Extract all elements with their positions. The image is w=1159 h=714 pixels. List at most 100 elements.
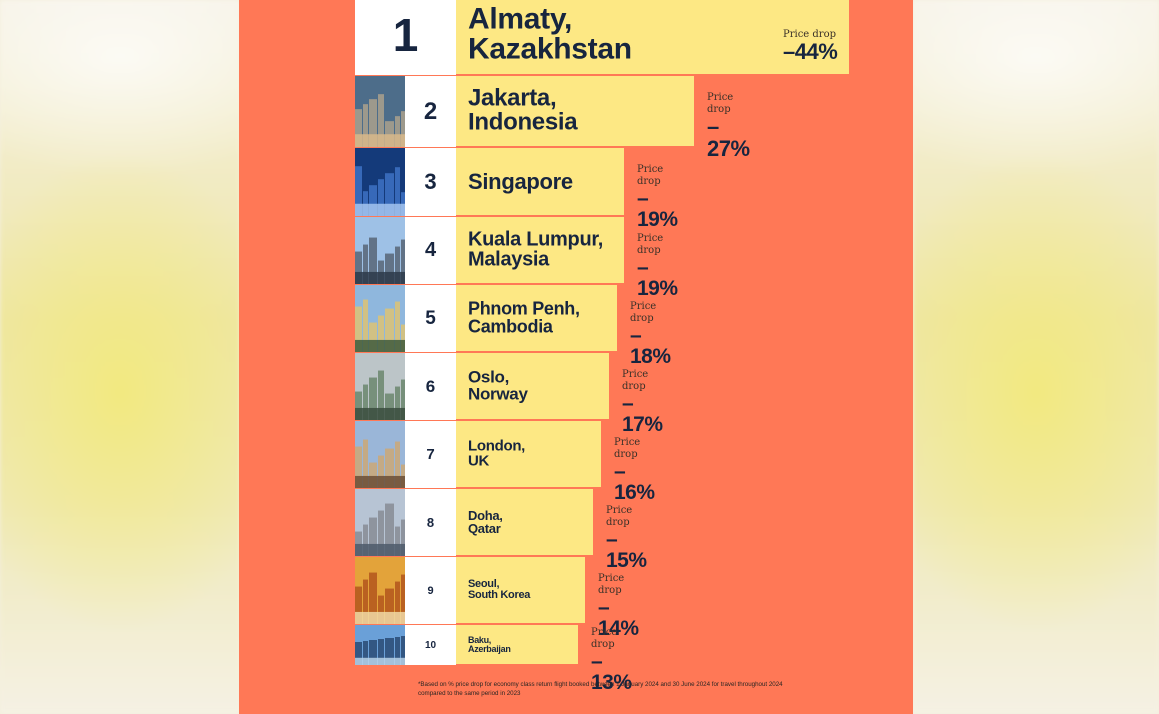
destination-label-line: Phnom Penh, [468, 298, 580, 319]
destination-label: London, UK [468, 437, 526, 469]
price-drop-value: –14% [598, 596, 639, 640]
destination-label: Phnom Penh, Cambodia [468, 298, 580, 337]
price-drop-value: –27% [707, 114, 750, 161]
price-drop-caption: Price drop [637, 233, 664, 256]
rank-number: 4 [405, 217, 456, 284]
rank-number: 1 [355, 0, 456, 75]
price-drop-annotation: Price drop –15% [606, 505, 647, 571]
chart-row: 5 Phnom Penh, Cambodia Price drop –18% [355, 285, 671, 367]
phnom-penh-palace-photo-icon [355, 285, 405, 352]
destination-label-line: Almaty, [468, 1, 573, 35]
price-drop-bar: Jakarta, Indonesia [456, 76, 694, 147]
chart-row: 8 Doha, Qatar Price drop –15% [355, 489, 647, 571]
price-drop-annotation: Price drop –19% [637, 164, 678, 230]
singapore-marina-photo-icon [355, 148, 405, 216]
destination-label-line: Seoul, [468, 577, 500, 590]
price-drop-annotation: Price drop –14% [598, 573, 639, 639]
price-drop-caption: Price drop [630, 301, 657, 324]
price-drop-caption: Price drop [637, 164, 664, 187]
destination-label: Singapore [468, 168, 573, 194]
destination-label-line: Cambodia [468, 317, 553, 337]
price-drop-bar: Oslo, Norway [456, 353, 609, 420]
blurred-background-left [0, 0, 240, 714]
price-drop-caption: Price drop [598, 573, 625, 596]
price-drop-bar: Singapore [456, 148, 624, 216]
rank-number: 6 [405, 353, 456, 420]
destination-label-line: Norway [468, 385, 528, 404]
price-drop-bar: Kuala Lumpur, Malaysia [456, 217, 624, 284]
price-drop-caption: Price drop [614, 437, 641, 460]
price-drop-value: –44% [783, 39, 838, 64]
destination-label-line: Azerbaijan [468, 643, 511, 654]
destination-label: Oslo, Norway [468, 367, 528, 404]
price-drop-annotation: Price drop –18% [630, 301, 671, 367]
price-drop-bar: Seoul, South Korea [456, 557, 585, 624]
footnote: *Based on % price drop for economy class… [418, 681, 783, 697]
destination-label-line: Baku, [468, 634, 492, 645]
destination-label-line: Kazakhstan [468, 32, 632, 66]
price-drop-bar: Baku, Azerbaijan [456, 625, 578, 665]
chart-row: 7 London, UK Price drop –16% [355, 421, 655, 503]
london-street-photo-icon [355, 421, 405, 488]
price-drop-bar: Phnom Penh, Cambodia [456, 285, 617, 352]
blurred-background-right [913, 0, 1159, 714]
rank-number: 7 [405, 421, 456, 488]
price-drop-caption: Price drop [707, 92, 734, 115]
price-drop-value: –19% [637, 256, 678, 300]
destination-label: Almaty, Kazakhstan [468, 1, 632, 66]
destination-label-line: South Korea [468, 589, 531, 601]
rank-number: 8 [405, 489, 456, 556]
price-drop-annotation: Price drop –19% [637, 233, 678, 299]
kuala-lumpur-skyline-photo-icon [355, 217, 405, 284]
seoul-autumn-photo-icon [355, 557, 405, 624]
rank-number: 3 [405, 148, 456, 216]
destination-label-line: Qatar [468, 521, 501, 536]
destination-label-line: Kuala Lumpur, [468, 228, 604, 251]
rank-number: 10 [405, 625, 456, 665]
chart-row: 4 Kuala Lumpur, Malaysia Price drop –19% [355, 217, 678, 299]
destination-label-line: Singapore [468, 168, 573, 194]
chart-row: 10 Baku, Azerbaijan Price drop –13% [355, 625, 632, 693]
oslo-fjord-photo-icon [355, 353, 405, 420]
price-drop-bar: London, UK [456, 421, 601, 488]
doha-skyline-photo-icon [355, 489, 405, 556]
chart-row: 9 Seoul, South Korea Price drop –14% [355, 557, 639, 639]
destination-label-line: Oslo, [468, 367, 510, 387]
destination-label-line: Doha, [468, 507, 503, 523]
rank-number: 9 [405, 557, 456, 624]
destination-label: Doha, Qatar [468, 507, 503, 536]
price-drop-value: –18% [630, 324, 671, 368]
destination-label-line: Jakarta, [468, 84, 557, 112]
destination-label: Jakarta, Indonesia [468, 84, 578, 136]
chart-row: 1 Almaty, Kazakhstan Price drop –44% [355, 0, 849, 75]
price-drop-annotation: Price drop –13% [591, 627, 632, 693]
price-drop-value: –17% [622, 392, 663, 436]
destination-label-line: Malaysia [468, 249, 549, 271]
price-drop-annotation: Price drop –44% [783, 29, 838, 64]
price-drop-value: –16% [614, 460, 655, 504]
price-drop-caption: Price drop [606, 505, 633, 528]
price-drop-caption: Price drop [591, 627, 618, 650]
price-drop-caption: Price drop [622, 369, 649, 392]
price-drop-bar: Almaty, Kazakhstan [456, 0, 849, 75]
chart-row: 6 Oslo, Norway Price drop –17% [355, 353, 663, 435]
rank-number: 5 [405, 285, 456, 352]
price-drop-annotation: Price drop –16% [614, 437, 655, 503]
price-drop-bar: Doha, Qatar [456, 489, 593, 556]
chart-row: 2 Jakarta, Indonesia Price drop –27% [355, 76, 750, 160]
price-drop-annotation: Price drop –17% [622, 369, 663, 435]
price-drop-value: –13% [591, 650, 632, 694]
baku-flame-towers-photo-icon [355, 625, 405, 665]
price-drop-caption: Price drop [783, 29, 837, 40]
price-drop-value: –19% [637, 187, 678, 231]
destination-label: Seoul, South Korea [468, 577, 531, 601]
destination-label-line: London, [468, 437, 526, 455]
destination-label: Baku, Azerbaijan [468, 634, 511, 654]
rank-number: 2 [405, 76, 456, 147]
destination-label: Kuala Lumpur, Malaysia [468, 228, 604, 271]
price-drop-value: –15% [606, 528, 647, 572]
jakarta-skyline-photo-icon [355, 76, 405, 147]
chart-row: 3 Singapore Price drop –19% [355, 148, 678, 230]
price-drop-annotation: Price drop –27% [707, 92, 750, 160]
destination-label-line: Indonesia [468, 109, 578, 136]
